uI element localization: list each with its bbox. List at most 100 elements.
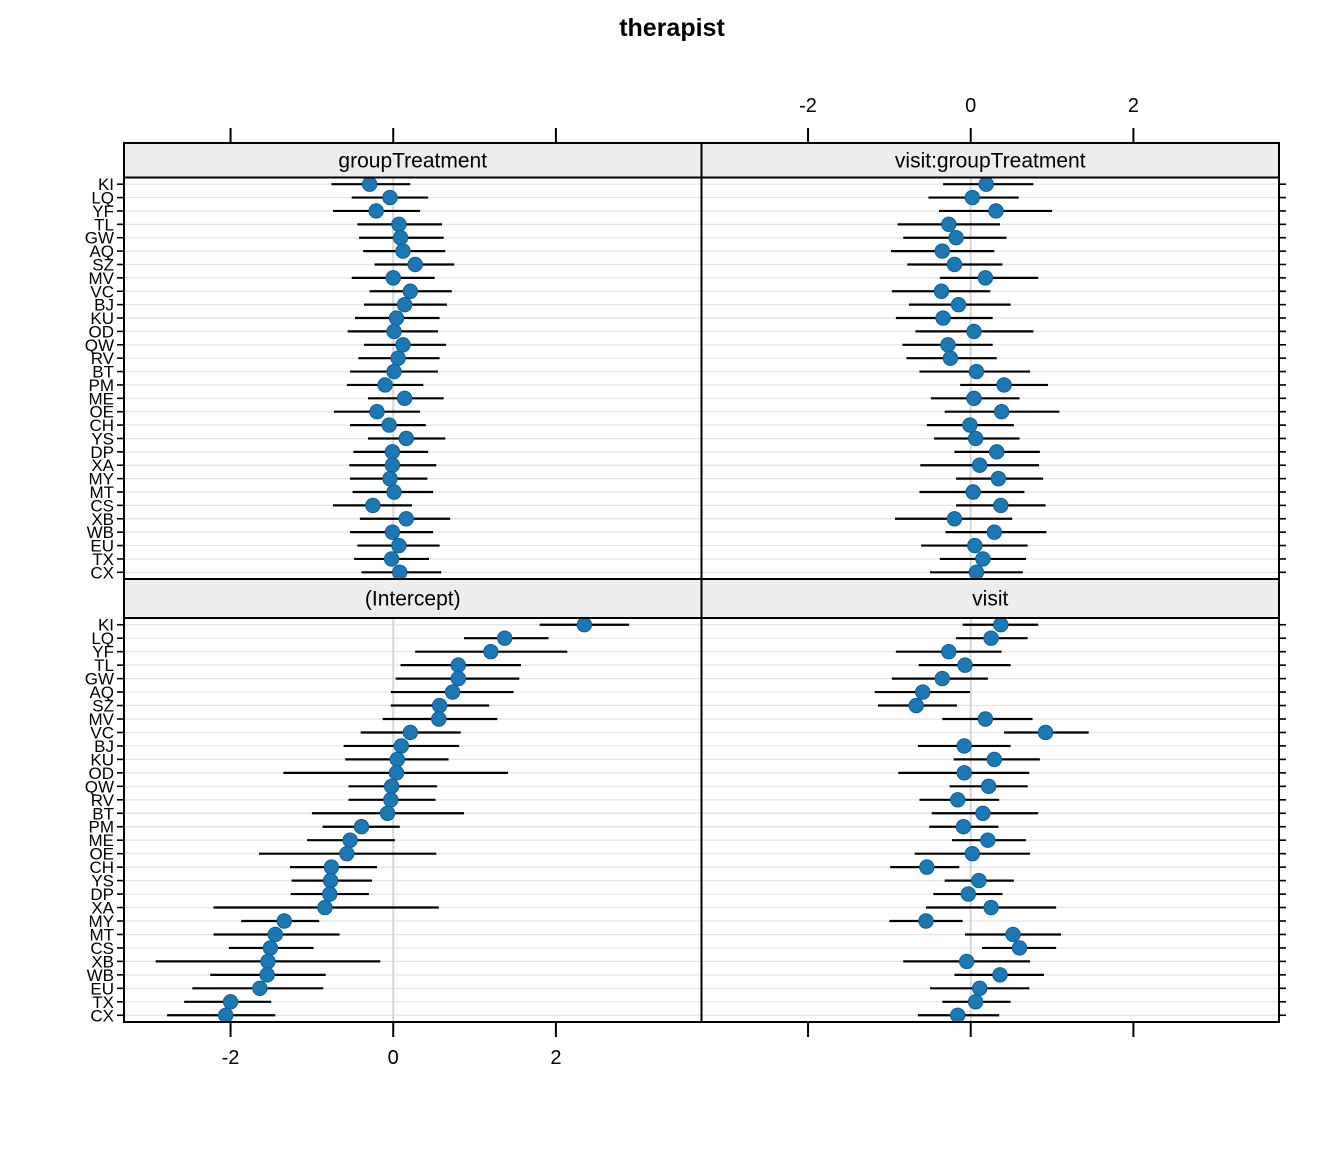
point — [388, 310, 405, 326]
y-label: BT — [92, 804, 114, 823]
panel-bottom-right: visit — [700, 578, 1280, 1023]
point — [398, 430, 414, 447]
point — [368, 203, 384, 219]
point — [260, 953, 276, 970]
y-label: SZ — [92, 697, 114, 716]
point — [975, 551, 991, 567]
point — [968, 564, 985, 581]
y-label: LQ — [91, 629, 114, 648]
point — [935, 310, 951, 326]
point — [941, 643, 957, 660]
y-label: XB — [91, 952, 114, 971]
points-bottom-right — [908, 617, 1054, 1023]
point — [980, 778, 997, 795]
y-label: MV — [89, 269, 115, 288]
panel-top-left: groupTreatment — [123, 142, 703, 581]
point — [385, 270, 401, 286]
point — [407, 256, 423, 273]
y-label: YF — [92, 643, 114, 662]
y-label: SZ — [92, 255, 114, 274]
point — [950, 1007, 966, 1023]
y-label: BJ — [94, 737, 114, 756]
point — [934, 243, 950, 259]
point — [353, 819, 370, 835]
x-tick-label-bottom: 2 — [550, 1047, 561, 1069]
point — [983, 899, 999, 916]
y-label: DP — [90, 885, 114, 904]
point — [933, 283, 950, 299]
point — [384, 444, 401, 460]
gridlines-bottom-left — [124, 624, 702, 1016]
point — [919, 859, 935, 875]
point — [958, 953, 975, 970]
y-label: AQ — [89, 242, 114, 261]
gridlines-top-left — [124, 183, 702, 573]
point — [918, 913, 934, 929]
strip-label-top-left: groupTreatment — [338, 149, 487, 172]
point — [402, 283, 419, 299]
point — [322, 872, 339, 889]
y-label: TL — [94, 215, 114, 234]
point — [262, 940, 279, 956]
point — [382, 470, 398, 487]
point — [962, 417, 978, 433]
point — [386, 363, 402, 380]
y-axis: KILQYFTLGWAQSZMVVCBJKUODQWRVBTPMMEOECHYS… — [85, 175, 1286, 1025]
y-label: PM — [89, 818, 115, 837]
y-label: OD — [89, 322, 115, 341]
point — [444, 684, 461, 700]
y-label: XA — [91, 899, 114, 918]
y-label: CS — [90, 496, 114, 515]
point — [383, 778, 400, 795]
y-label: RV — [91, 791, 115, 810]
point — [967, 994, 984, 1010]
point — [967, 537, 983, 554]
y-label: MT — [89, 483, 114, 502]
x-tick-label-bottom: 0 — [388, 1047, 399, 1069]
point — [980, 832, 996, 848]
point — [431, 697, 448, 714]
point — [402, 724, 419, 741]
strip-bottom-right — [700, 578, 1280, 619]
point — [1005, 926, 1021, 943]
point — [342, 832, 358, 848]
point — [966, 323, 982, 340]
y-label: MY — [89, 912, 115, 931]
point — [252, 980, 268, 997]
point — [369, 404, 385, 420]
point — [392, 564, 408, 581]
point — [384, 524, 401, 540]
strip-top-left — [123, 142, 703, 179]
y-label: QW — [85, 777, 114, 796]
point — [968, 363, 985, 380]
x-tick-label-top: 2 — [1128, 95, 1139, 117]
y-label: RV — [91, 349, 115, 368]
point — [966, 390, 982, 407]
point — [383, 792, 399, 808]
point — [975, 805, 991, 821]
point — [323, 859, 340, 875]
point — [431, 711, 447, 727]
y-label: CX — [90, 1006, 114, 1025]
y-label: OE — [89, 403, 114, 422]
point — [379, 805, 396, 821]
point — [940, 337, 956, 353]
point — [365, 497, 381, 514]
y-label: MT — [89, 925, 114, 944]
y-label: TL — [94, 656, 114, 675]
point — [986, 751, 1003, 768]
y-label: OE — [89, 845, 114, 864]
point — [942, 350, 959, 366]
point — [971, 457, 988, 473]
points-top-left — [361, 176, 423, 581]
point — [222, 994, 239, 1010]
point — [392, 230, 409, 246]
y-label: BJ — [94, 296, 114, 315]
y-label: YS — [91, 429, 114, 448]
point — [396, 390, 413, 407]
point — [934, 670, 950, 687]
gridlines-bottom-right — [701, 624, 1279, 1016]
y-label: CX — [90, 563, 114, 582]
strip-label-top-right: visit:groupTreatment — [895, 149, 1086, 172]
